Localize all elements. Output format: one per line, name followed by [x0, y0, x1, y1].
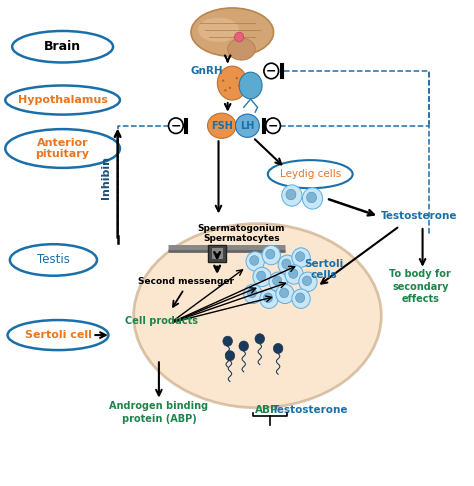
Ellipse shape [198, 17, 239, 42]
Text: Hypothalamus: Hypothalamus [18, 95, 108, 105]
Text: Androgen binding
protein (ABP): Androgen binding protein (ABP) [109, 401, 209, 424]
Text: Inhibin: Inhibin [101, 156, 111, 199]
Circle shape [222, 79, 224, 82]
Circle shape [289, 269, 298, 278]
Circle shape [296, 252, 305, 261]
Circle shape [292, 289, 310, 309]
Text: To body for
secondary
effects: To body for secondary effects [390, 269, 451, 304]
Text: ABP: ABP [255, 405, 278, 415]
Ellipse shape [134, 224, 381, 408]
Text: Leydig cells: Leydig cells [280, 169, 341, 179]
Text: Sertoli cell: Sertoli cell [25, 330, 91, 340]
Text: −: − [268, 119, 278, 132]
Circle shape [282, 185, 302, 206]
Circle shape [236, 77, 238, 79]
FancyBboxPatch shape [211, 248, 223, 259]
Text: FSH: FSH [211, 121, 233, 131]
Circle shape [264, 293, 273, 303]
Text: Testosterone: Testosterone [381, 211, 458, 221]
Circle shape [244, 284, 262, 304]
Circle shape [238, 84, 240, 87]
Text: Brain: Brain [44, 40, 81, 53]
Text: Second messenger: Second messenger [138, 278, 235, 286]
Text: GnRH: GnRH [191, 66, 223, 76]
Ellipse shape [208, 113, 236, 139]
Circle shape [256, 271, 266, 281]
Circle shape [276, 284, 294, 304]
Text: −: − [171, 119, 181, 132]
Circle shape [273, 276, 282, 286]
Text: Spermatogonium: Spermatogonium [198, 224, 285, 233]
Text: Anterior
pituitary: Anterior pituitary [36, 138, 90, 159]
Ellipse shape [228, 38, 255, 60]
Circle shape [250, 256, 259, 265]
Circle shape [302, 188, 323, 209]
Circle shape [282, 259, 291, 269]
Circle shape [299, 272, 317, 292]
Circle shape [280, 288, 289, 298]
Ellipse shape [191, 8, 273, 56]
Circle shape [235, 32, 244, 42]
Circle shape [302, 276, 311, 286]
Circle shape [269, 272, 287, 292]
Ellipse shape [236, 114, 259, 138]
Circle shape [285, 265, 303, 284]
Text: Spermatocytes: Spermatocytes [203, 234, 280, 243]
Text: Cell products: Cell products [125, 315, 198, 326]
Ellipse shape [239, 72, 262, 99]
Circle shape [262, 245, 281, 265]
Circle shape [246, 252, 264, 271]
Circle shape [307, 192, 317, 203]
Text: Testosterone: Testosterone [272, 405, 348, 415]
Text: Testis: Testis [37, 254, 70, 266]
Circle shape [260, 289, 278, 309]
Circle shape [223, 336, 232, 346]
Circle shape [286, 189, 296, 200]
Circle shape [292, 248, 310, 267]
Circle shape [229, 87, 231, 89]
Circle shape [278, 255, 296, 275]
Text: LH: LH [240, 121, 255, 131]
Circle shape [224, 89, 227, 91]
Circle shape [255, 334, 264, 344]
FancyBboxPatch shape [208, 245, 226, 262]
Circle shape [225, 351, 235, 361]
Text: −: − [266, 65, 276, 77]
Circle shape [239, 341, 248, 351]
Circle shape [253, 267, 271, 287]
Circle shape [273, 344, 283, 353]
Circle shape [266, 249, 275, 259]
Ellipse shape [218, 66, 247, 100]
Circle shape [296, 293, 305, 303]
Circle shape [247, 288, 256, 298]
Text: Sertoli
cells: Sertoli cells [304, 259, 344, 280]
